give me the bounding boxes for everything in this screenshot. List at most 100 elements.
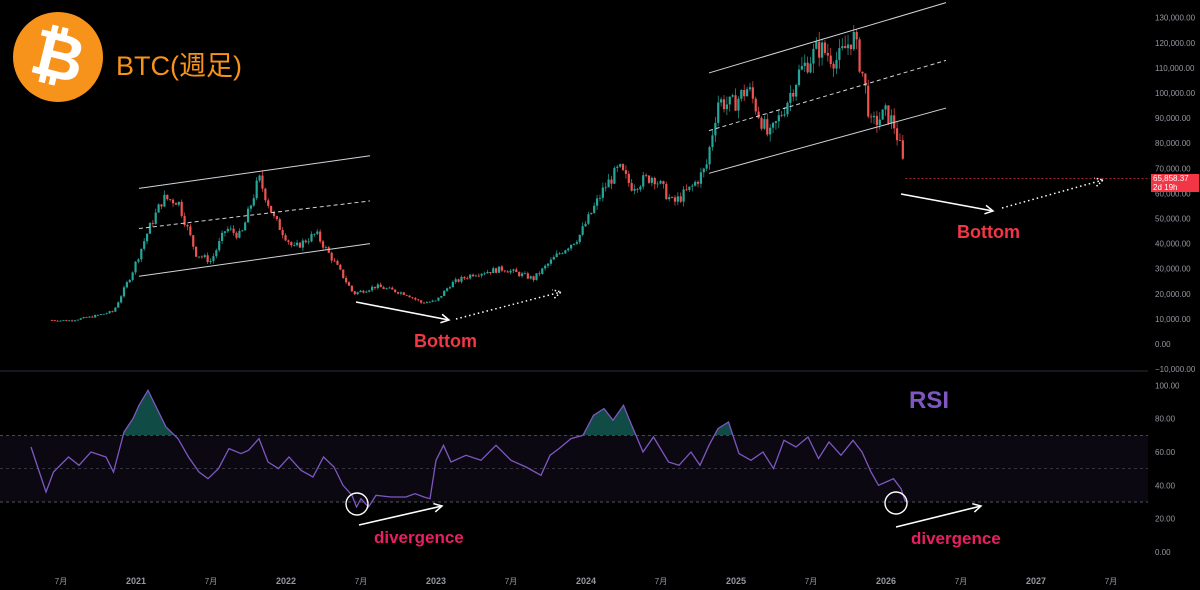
candle-body	[786, 102, 789, 115]
candle-body	[160, 204, 163, 207]
time-axis-tick: 2026	[876, 576, 896, 586]
candle-body	[350, 285, 353, 292]
candle-body	[347, 282, 351, 286]
candle-body	[261, 175, 264, 189]
candle-body	[820, 42, 824, 58]
candle-body	[774, 121, 778, 123]
candle-body	[898, 140, 902, 142]
candle-body	[616, 166, 619, 168]
candle-body	[258, 175, 261, 181]
candle-body	[699, 172, 703, 184]
candle-body	[186, 225, 189, 227]
candle-body	[653, 177, 656, 185]
arrow-divergence-2022-head	[433, 502, 444, 513]
candle-body	[327, 247, 330, 253]
candle-body	[226, 228, 229, 232]
candle-body	[235, 232, 238, 238]
candle-body	[114, 307, 117, 312]
candle-body	[249, 205, 253, 209]
price-axis-tick: 90,000.00	[1155, 114, 1191, 123]
candle-body	[604, 187, 607, 189]
time-axis-tick: 7月	[355, 577, 367, 586]
candle-body	[486, 271, 489, 274]
candle-body	[795, 84, 798, 97]
rsi-axis-tick: 80.00	[1155, 415, 1176, 424]
candle-body	[855, 31, 858, 40]
candle-body	[685, 189, 688, 191]
candle-body	[287, 240, 290, 243]
candle-body	[806, 62, 809, 73]
candle-body	[122, 287, 126, 297]
candle-body	[272, 212, 276, 217]
candle-body	[333, 260, 336, 262]
arrow-projection-2023-head	[552, 289, 563, 299]
candle-body	[330, 252, 333, 261]
annotation-divergence-2026: divergence	[911, 529, 1001, 548]
candle-body	[120, 296, 123, 303]
candle-body	[223, 231, 227, 233]
candle-body	[870, 116, 873, 118]
candle-body	[823, 42, 827, 53]
candle-body	[492, 268, 495, 274]
candle-body	[572, 243, 576, 245]
candle-body	[696, 181, 700, 184]
candle-body	[284, 235, 287, 241]
candle-body	[852, 31, 855, 50]
candle-body	[711, 135, 714, 148]
candle-body	[275, 216, 278, 220]
candle-body	[509, 270, 512, 273]
candle-body	[546, 263, 550, 266]
candle-body	[365, 291, 368, 293]
candle-body	[319, 231, 322, 242]
candle-body	[748, 87, 752, 90]
candle-body	[895, 128, 899, 141]
candle-body	[434, 300, 437, 302]
candle-body	[512, 269, 515, 271]
candle-body	[209, 260, 212, 263]
candle-body	[621, 164, 625, 171]
candle-body	[639, 186, 642, 190]
candle-body	[105, 313, 108, 315]
rsi-label: RSI	[909, 387, 950, 414]
candle-body	[50, 320, 53, 321]
candle-body	[500, 266, 503, 271]
candle-body	[200, 256, 203, 258]
annotation-bottom-2022: Bottom	[414, 331, 477, 351]
price-axis-tick: 20,000.00	[1155, 290, 1191, 299]
candle-body	[506, 271, 509, 273]
time-axis-tick: 7月	[955, 577, 967, 586]
divergence-circle-2026	[884, 491, 908, 515]
candle-body	[445, 288, 449, 291]
candle-body	[304, 240, 307, 243]
time-axis-tick: 7月	[205, 577, 217, 586]
candle-body	[463, 276, 466, 279]
price-axis-tick: 120,000.00	[1155, 39, 1196, 48]
candle-body	[800, 66, 803, 70]
candle-body	[809, 63, 812, 73]
candle-body	[169, 199, 172, 201]
candle-body	[117, 302, 120, 308]
candle-body	[307, 241, 310, 243]
candle-body	[206, 255, 209, 263]
candle-body	[399, 292, 403, 294]
candle-body	[668, 197, 671, 200]
candle-body	[483, 273, 486, 275]
candle-body	[125, 282, 128, 288]
candle-body	[356, 292, 359, 295]
rsi-line	[30, 388, 907, 509]
candle-body	[803, 62, 806, 67]
rsi-axis-tick: 60.00	[1155, 448, 1176, 457]
time-axis-tick: 7月	[505, 577, 517, 586]
candle-body	[717, 102, 720, 123]
candle-body	[737, 98, 740, 111]
candle-body	[875, 115, 878, 126]
candle-body	[420, 300, 423, 303]
candle-body	[743, 90, 746, 97]
arrow-bottom-2022	[355, 301, 450, 321]
candle-body	[688, 186, 691, 190]
price-axis-tick: 60,000.00	[1155, 189, 1191, 198]
candle-body	[818, 41, 821, 58]
candle-body	[656, 183, 659, 185]
candle-body	[215, 250, 218, 257]
candle-body	[301, 240, 304, 248]
